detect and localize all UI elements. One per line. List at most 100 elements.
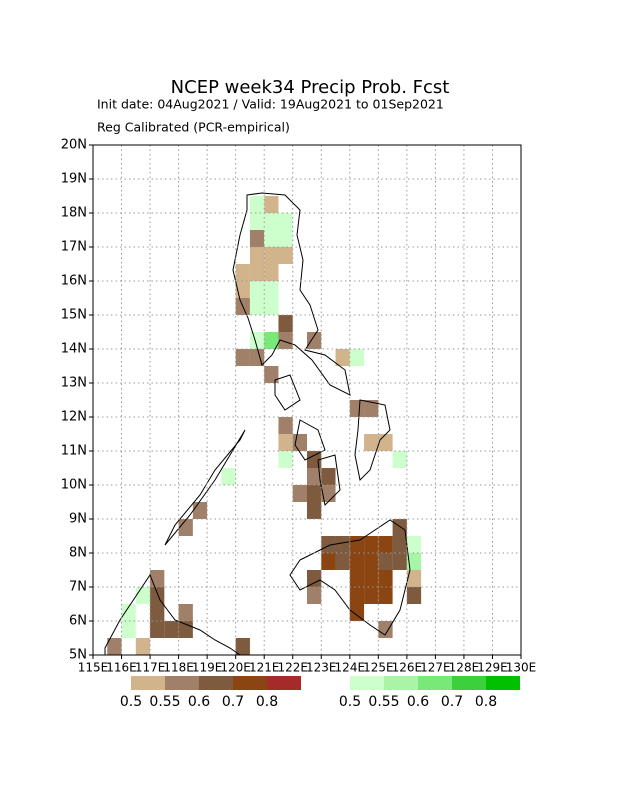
axes: 115E116E117E118E119E120E121E122E123E124E…	[61, 138, 537, 675]
legend-label: 0.7	[441, 694, 463, 710]
grid-cell	[278, 451, 293, 468]
legend-swatch	[384, 676, 418, 690]
grid-cell	[378, 553, 393, 570]
y-tick-label: 15N	[61, 308, 87, 323]
y-tick-label: 12N	[61, 410, 87, 425]
legend-label: 0.5	[339, 694, 361, 710]
grid-cell	[406, 587, 422, 604]
x-tick-label: 119E	[192, 661, 223, 675]
grid-cell	[364, 553, 379, 570]
grid-cell	[392, 519, 407, 536]
grid-cell	[292, 434, 307, 451]
grid-cell	[307, 502, 322, 519]
grid-cell	[278, 315, 293, 332]
y-tick-label: 6N	[69, 614, 87, 629]
grid-cell	[264, 298, 279, 315]
grid-cell	[164, 621, 179, 638]
legend-label: 0.55	[368, 694, 399, 710]
coast-luzon	[232, 192, 351, 396]
grid-cell	[364, 434, 379, 451]
grid-cell	[150, 587, 165, 604]
grid-cell	[349, 587, 365, 604]
grid-cell	[249, 213, 265, 230]
grid-cell	[278, 213, 293, 230]
grid-cell	[364, 570, 379, 587]
grid-cell	[349, 400, 365, 417]
grid-cell	[249, 298, 265, 315]
y-tick-label: 13N	[61, 376, 87, 391]
grid-cell	[178, 621, 193, 638]
legend-swatch	[350, 676, 384, 690]
grid-cell	[321, 553, 336, 570]
y-tick-label: 7N	[69, 580, 87, 595]
x-tick-label: 126E	[392, 661, 423, 675]
grid-cell	[378, 434, 393, 451]
grid-cell	[249, 230, 265, 247]
legend-swatch	[452, 676, 486, 690]
legend-label: 0.8	[475, 694, 497, 710]
legend-swatch	[418, 676, 452, 690]
legend-label: 0.5	[120, 694, 142, 710]
grid-cell	[192, 502, 208, 519]
coast-mindoro	[274, 374, 301, 411]
grid-cell	[307, 451, 322, 468]
coast-mindanao	[289, 519, 411, 636]
grid-cell	[321, 536, 336, 553]
legend-swatch	[267, 676, 301, 690]
legend-label: 0.6	[188, 694, 210, 710]
x-tick-label: 127E	[420, 661, 451, 675]
grid-cell	[150, 604, 165, 621]
grid-cell	[278, 230, 293, 247]
x-tick-label: 118E	[163, 661, 194, 675]
legend-swatch	[199, 676, 233, 690]
grid-cell	[406, 536, 422, 553]
x-tick-label: 130E	[506, 661, 537, 675]
x-tick-label: 115E	[78, 661, 109, 675]
grid-cell	[249, 264, 265, 281]
legend-swatch	[165, 676, 199, 690]
coastline	[104, 192, 411, 656]
subtitle: Reg Calibrated (PCR-empirical)	[97, 120, 290, 135]
grid-cell	[135, 587, 151, 604]
grid-cell	[307, 587, 322, 604]
grid-cell	[364, 587, 379, 604]
grid-cell	[249, 247, 265, 264]
grid-cell	[292, 485, 307, 502]
grid-cell	[335, 536, 350, 553]
coast-panay	[294, 419, 326, 461]
grid-cell	[278, 434, 293, 451]
grid-cell	[235, 638, 250, 655]
y-tick-label: 9N	[69, 512, 87, 527]
grid-cell	[264, 230, 279, 247]
grid-cell	[349, 553, 365, 570]
grid-cell	[235, 281, 250, 298]
grid-cell	[364, 400, 379, 417]
y-tick-label: 20N	[61, 138, 87, 153]
grid-cell	[378, 536, 393, 553]
grid-cell	[121, 621, 136, 638]
grid-cell	[221, 468, 236, 485]
grid-cell	[378, 621, 393, 638]
legend-label: 0.7	[222, 694, 244, 710]
grid-cell	[264, 196, 279, 213]
grid-cell	[335, 349, 350, 366]
grid-cell	[178, 604, 193, 621]
grid-cell	[349, 570, 365, 587]
grid-cell	[349, 604, 365, 621]
grid-cell	[307, 485, 322, 502]
grid-cell	[264, 213, 279, 230]
x-tick-label: 123E	[306, 661, 337, 675]
grid-cell	[264, 247, 279, 264]
y-tick-label: 5N	[69, 648, 87, 663]
x-tick-label: 116E	[106, 661, 137, 675]
y-tick-label: 8N	[69, 546, 87, 561]
grid-cell	[378, 570, 393, 587]
x-tick-label: 117E	[135, 661, 166, 675]
x-tick-label: 124E	[335, 661, 366, 675]
grid-cell	[278, 417, 293, 434]
x-tick-label: 120E	[220, 661, 251, 675]
y-tick-label: 17N	[61, 240, 87, 255]
legend-swatch	[233, 676, 267, 690]
x-tick-label: 129E	[477, 661, 508, 675]
grid-cell	[378, 587, 393, 604]
